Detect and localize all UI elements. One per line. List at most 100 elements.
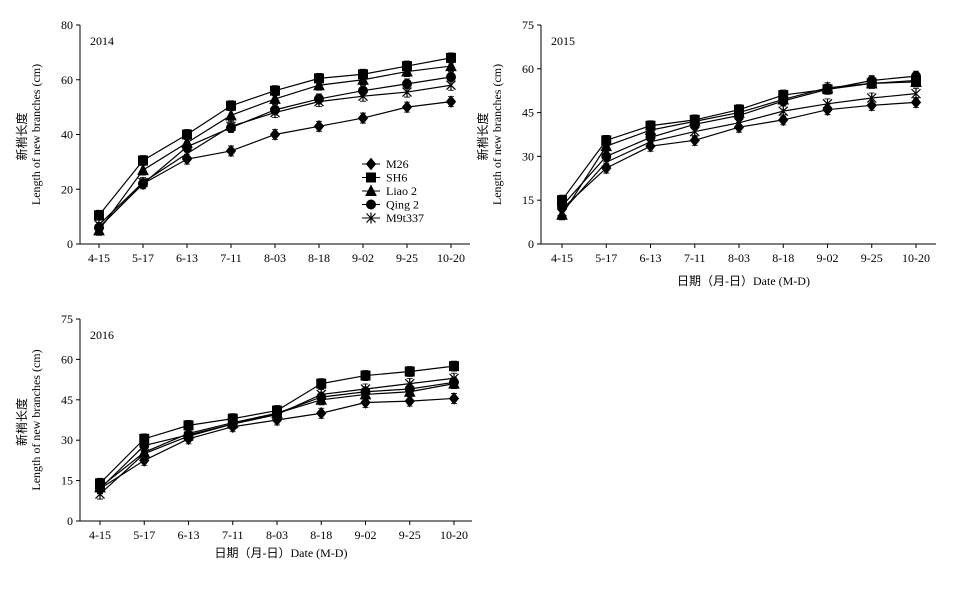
x-tick-label: 7-11 xyxy=(220,251,242,265)
y-tick-label: 0 xyxy=(67,237,73,251)
data-point xyxy=(404,378,415,390)
y-tick-label: 60 xyxy=(522,62,534,76)
data-point xyxy=(866,75,877,86)
x-tick-label: 4-15 xyxy=(89,528,111,542)
chart-panel-2015: 0 15 30 45 60 75 4-15 5-17 6-13 7-11 8-03 8-18 9-02 9… xyxy=(475,18,936,288)
data-point xyxy=(183,430,194,442)
x-tick-label: 5-17 xyxy=(133,528,155,542)
year-label: 2016 xyxy=(90,328,114,342)
y-axis-title-cn: 新梢长度 xyxy=(14,398,29,446)
data-point xyxy=(316,406,327,420)
y-tick-label: 75 xyxy=(522,18,534,32)
legend-label: Liao 2 xyxy=(386,184,417,198)
series-line xyxy=(561,79,917,201)
data-point xyxy=(446,79,456,91)
x-tick-label: 8-18 xyxy=(308,251,330,265)
series-line xyxy=(99,381,455,490)
chart-panel-2016: 0 15 30 45 60 75 4-15 5-17 6-13 7-11 8-03 8-18 9-02 9… xyxy=(14,312,472,560)
y-tick-label: 75 xyxy=(61,312,73,326)
series-liao-2 xyxy=(93,59,457,236)
y-tick-label: 15 xyxy=(522,193,534,207)
data-point xyxy=(360,370,371,381)
data-point xyxy=(449,361,459,372)
y-axis-title-cn: 新梢长度 xyxy=(14,112,29,160)
x-axis-title: 日期（月-日）Date (M-D) xyxy=(677,274,810,288)
data-point xyxy=(910,96,922,109)
legend-label: M26 xyxy=(386,157,409,171)
x-tick-label: 9-25 xyxy=(861,251,883,265)
x-tick-label: 8-18 xyxy=(310,528,332,542)
data-point xyxy=(778,113,789,127)
data-point xyxy=(272,409,282,421)
y-axis-title-en: Length of new branches (cm) xyxy=(29,64,43,205)
legend-label: M9t337 xyxy=(386,211,424,225)
y-tick-label: 80 xyxy=(61,18,73,32)
series-sh6 xyxy=(557,75,921,206)
y-tick-label: 30 xyxy=(522,149,534,163)
y-tick-label: 60 xyxy=(61,352,73,366)
series-m9t337 xyxy=(557,88,921,218)
data-point xyxy=(182,148,192,160)
x-tick-label: 10-20 xyxy=(440,528,468,542)
y-axis-title-cn: 新梢长度 xyxy=(475,112,490,160)
data-point xyxy=(357,111,369,125)
data-point xyxy=(404,366,415,377)
data-point xyxy=(314,96,324,108)
series-m9t337 xyxy=(95,372,459,500)
data-point xyxy=(138,176,148,188)
y-tick-label: 30 xyxy=(61,433,73,447)
data-point xyxy=(822,84,833,95)
x-tick-label: 7-11 xyxy=(222,528,244,542)
data-point xyxy=(866,92,877,104)
series-qing-2 xyxy=(95,376,459,495)
data-point xyxy=(778,105,789,117)
y-tick-label: 20 xyxy=(61,182,73,196)
x-tick-label: 9-02 xyxy=(817,251,839,265)
data-point xyxy=(689,126,700,138)
x-tick-label: 8-03 xyxy=(266,528,288,542)
data-point xyxy=(225,108,237,121)
x-tick-label: 9-02 xyxy=(355,528,377,542)
data-point xyxy=(866,99,877,112)
data-point xyxy=(94,210,104,221)
x-tick-label: 10-20 xyxy=(902,251,930,265)
x-tick-label: 8-18 xyxy=(772,251,794,265)
data-point xyxy=(270,107,280,119)
y-axis-title-en: Length of new branches (cm) xyxy=(29,349,43,490)
series-line xyxy=(561,75,917,207)
data-point xyxy=(689,134,700,147)
data-point xyxy=(360,383,371,395)
data-point xyxy=(402,86,412,98)
x-tick-label: 6-13 xyxy=(640,251,662,265)
legend-label: Qing 2 xyxy=(386,198,419,212)
legend-marker xyxy=(366,199,376,210)
series-line xyxy=(561,81,917,216)
x-tick-label: 4-15 xyxy=(88,251,110,265)
data-point xyxy=(227,418,238,430)
y-tick-label: 40 xyxy=(61,128,73,142)
y-tick-label: 45 xyxy=(522,106,534,120)
x-tick-label: 7-11 xyxy=(684,251,706,265)
year-label: 2015 xyxy=(551,34,575,48)
x-tick-label: 10-20 xyxy=(437,251,465,265)
data-point xyxy=(357,73,369,85)
data-point xyxy=(226,120,236,132)
data-point xyxy=(316,378,327,389)
data-point xyxy=(448,392,460,405)
data-point xyxy=(95,488,105,500)
y-tick-label: 15 xyxy=(61,474,73,488)
y-tick-label: 0 xyxy=(67,514,73,528)
data-point xyxy=(822,98,833,110)
data-point xyxy=(778,95,789,106)
data-point xyxy=(449,372,459,384)
data-point xyxy=(313,78,325,91)
data-point xyxy=(358,90,368,102)
data-point xyxy=(139,448,150,460)
x-tick-label: 9-25 xyxy=(396,251,418,265)
data-point xyxy=(316,388,327,400)
data-point xyxy=(137,163,149,176)
y-tick-label: 45 xyxy=(61,393,73,407)
legend-marker xyxy=(366,172,376,183)
data-point xyxy=(225,144,237,158)
